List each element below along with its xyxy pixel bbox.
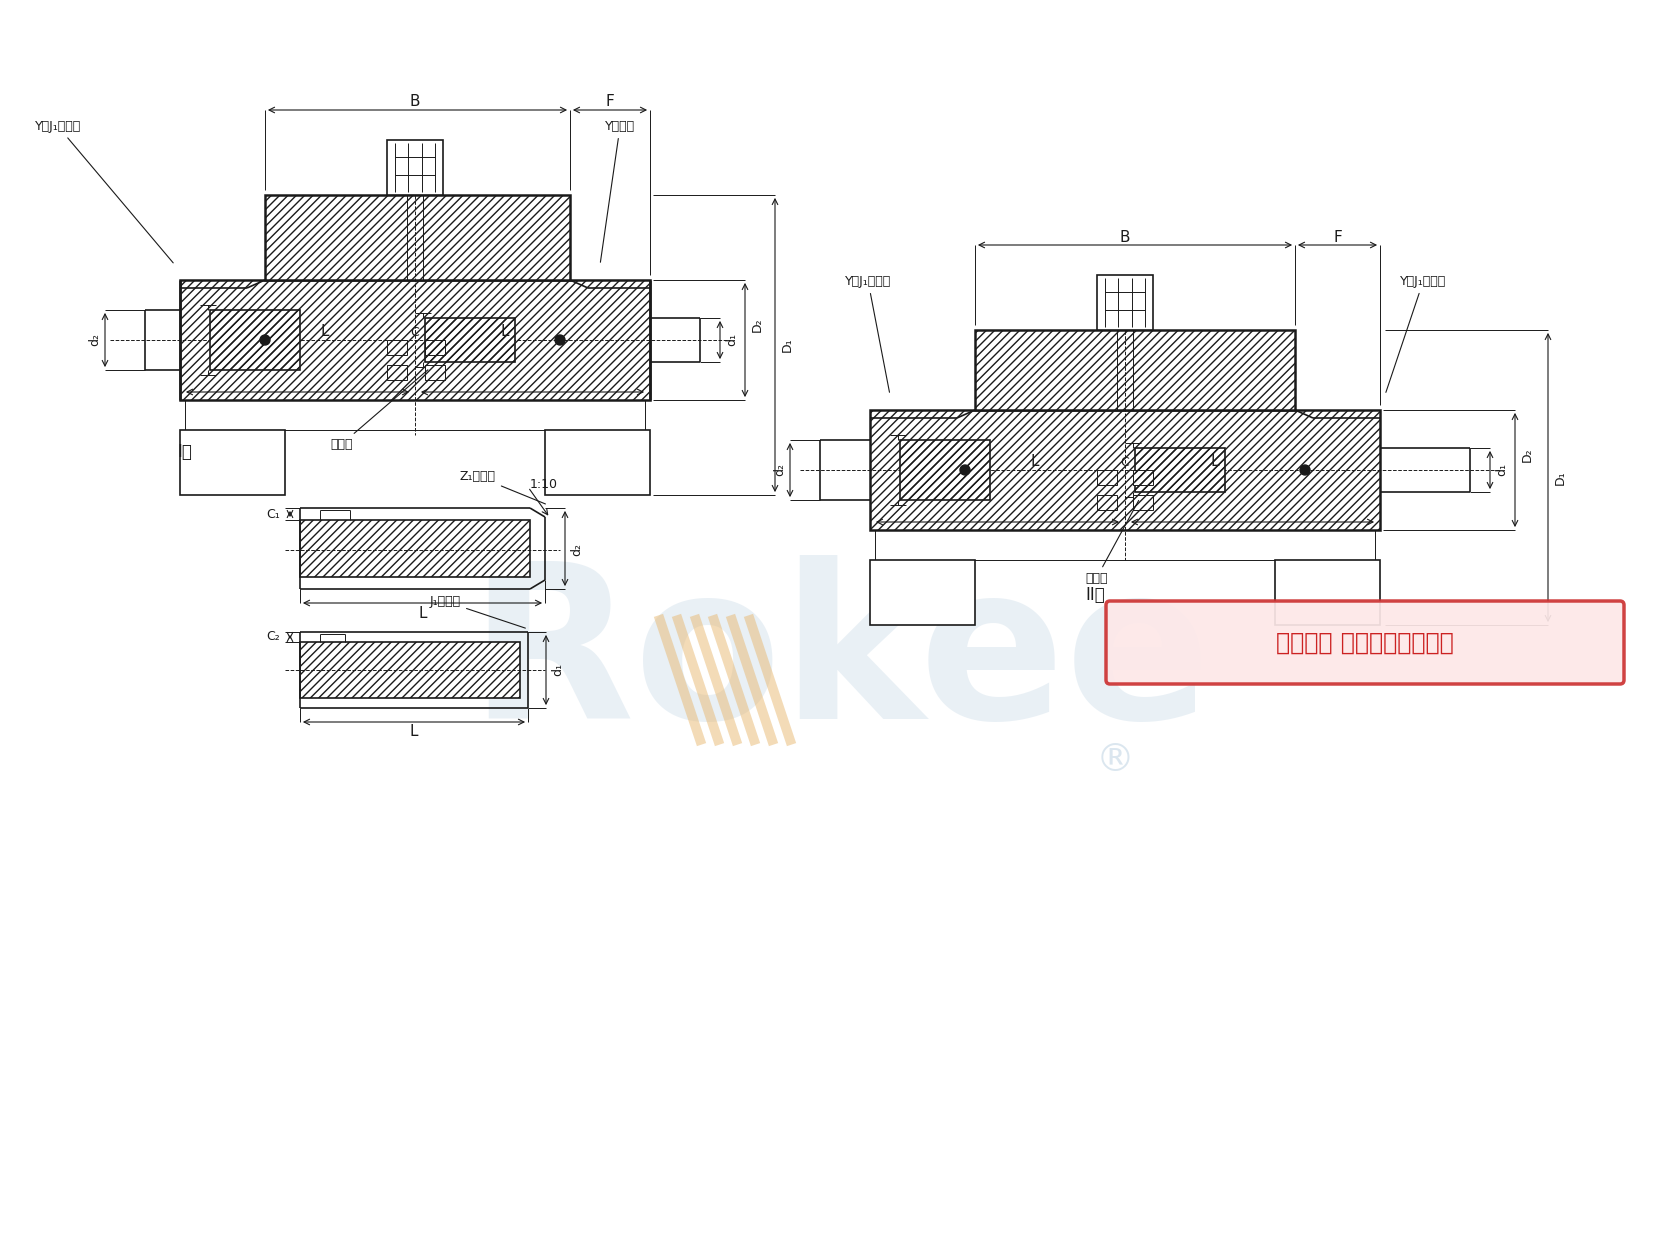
Bar (425, 318, 516, 362)
Text: F: F (1334, 229, 1342, 244)
Text: Y型轴孔: Y型轴孔 (600, 120, 635, 262)
Bar (386, 340, 407, 355)
Bar (974, 330, 1295, 410)
Text: B: B (410, 94, 420, 110)
Bar (386, 365, 407, 381)
Text: D₁: D₁ (781, 338, 793, 353)
Text: L: L (501, 325, 509, 339)
Bar (974, 330, 1295, 410)
Text: J₁型轴孔: J₁型轴孔 (430, 595, 526, 629)
Bar (870, 410, 1379, 530)
Text: 注油孔: 注油孔 (329, 370, 428, 451)
Bar (180, 430, 286, 495)
Bar (425, 340, 445, 355)
Bar (386, 140, 444, 195)
Bar (265, 195, 570, 280)
Text: I型: I型 (178, 444, 193, 461)
Bar (1132, 470, 1152, 485)
Text: d₁: d₁ (551, 664, 564, 677)
Bar (1136, 449, 1225, 491)
FancyBboxPatch shape (1105, 601, 1625, 684)
Text: B: B (1121, 229, 1131, 244)
Bar (180, 280, 650, 399)
Bar (301, 520, 529, 577)
Bar (180, 280, 650, 399)
Bar (900, 440, 990, 500)
Text: Y、J₁型轴孔: Y、J₁型轴孔 (1386, 275, 1446, 392)
Text: d₁: d₁ (1495, 464, 1509, 476)
Text: d₂: d₂ (571, 543, 583, 557)
Bar (544, 430, 650, 495)
Bar (900, 440, 990, 500)
Text: 1:10: 1:10 (529, 479, 558, 491)
Text: II型: II型 (1085, 586, 1105, 604)
Bar (210, 310, 301, 370)
Bar (425, 365, 445, 381)
Text: ®: ® (1095, 741, 1134, 779)
Text: Z₁型轴孔: Z₁型轴孔 (460, 470, 546, 504)
Text: d₁: d₁ (726, 334, 739, 347)
Text: d₂: d₂ (89, 334, 101, 347)
Text: D₂: D₂ (751, 318, 763, 333)
Bar (301, 643, 521, 698)
Bar (1132, 495, 1152, 510)
Text: Y、J₁型轴孔: Y、J₁型轴孔 (845, 275, 892, 392)
Text: C₂: C₂ (265, 630, 281, 644)
Bar (210, 310, 301, 370)
Bar (265, 195, 570, 280)
Text: C₁: C₁ (265, 508, 281, 520)
Bar (1275, 559, 1379, 625)
Text: C: C (1121, 456, 1129, 469)
Bar (1097, 275, 1152, 330)
Bar (425, 318, 516, 362)
Bar (301, 520, 529, 577)
Text: Y、J₁型轴孔: Y、J₁型轴孔 (35, 120, 173, 263)
Text: 版权所有 侵权必被严厉追究: 版权所有 侵权必被严厉追究 (1277, 630, 1453, 654)
Circle shape (959, 465, 969, 475)
Text: F: F (605, 94, 615, 110)
Bar (1097, 495, 1117, 510)
Text: L: L (410, 724, 418, 740)
Text: C: C (410, 325, 420, 339)
Circle shape (260, 335, 270, 345)
Text: 注油孔: 注油孔 (1085, 500, 1139, 585)
Circle shape (1300, 465, 1310, 475)
Bar (1097, 470, 1117, 485)
Bar (301, 643, 521, 698)
Bar (870, 559, 974, 625)
Text: D₁: D₁ (1554, 470, 1566, 485)
Text: L: L (321, 325, 329, 339)
Bar (870, 410, 1379, 530)
Text: L: L (1032, 455, 1040, 470)
Bar (1136, 449, 1225, 491)
Text: Rokee: Rokee (469, 556, 1211, 765)
Text: D₂: D₂ (1520, 447, 1534, 462)
Text: L: L (1211, 455, 1220, 470)
Circle shape (554, 335, 564, 345)
Text: d₂: d₂ (773, 464, 786, 476)
Text: L: L (418, 606, 427, 620)
